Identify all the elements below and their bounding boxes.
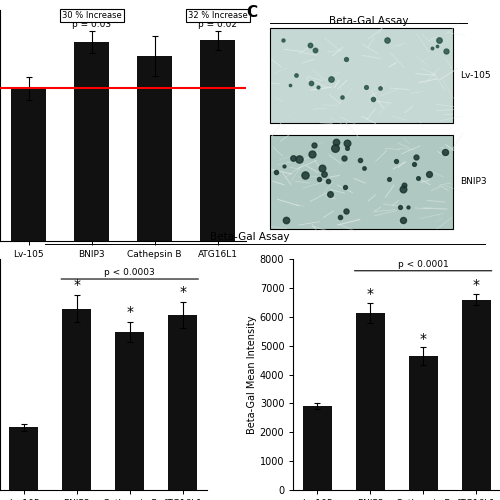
Bar: [62, 308, 92, 490]
Bar: [11, 88, 46, 241]
Bar: [115, 332, 144, 490]
Text: BNIP3: BNIP3: [460, 178, 487, 186]
Text: p < 0.0003: p < 0.0003: [104, 268, 155, 278]
Bar: [10, 428, 38, 490]
Bar: [168, 316, 197, 490]
Text: Beta-Gal Assay: Beta-Gal Assay: [329, 16, 408, 26]
Text: p = 0.03: p = 0.03: [72, 20, 111, 30]
Text: *: *: [366, 287, 374, 301]
Text: p = 0.02: p = 0.02: [198, 20, 237, 30]
Bar: [200, 40, 235, 241]
Bar: [270, 28, 453, 123]
Bar: [462, 300, 490, 490]
Bar: [356, 312, 385, 490]
Text: p < 0.0001: p < 0.0001: [398, 260, 448, 269]
Text: C: C: [246, 6, 258, 20]
Text: 30 % Increase: 30 % Increase: [62, 11, 122, 20]
Text: *: *: [179, 285, 186, 299]
Bar: [270, 134, 453, 229]
Text: Beta-Gal Assay: Beta-Gal Assay: [210, 232, 290, 242]
Text: Lv-105: Lv-105: [460, 72, 491, 80]
Bar: [74, 42, 109, 241]
Text: *: *: [472, 278, 480, 292]
Text: 32 % Increase: 32 % Increase: [188, 11, 248, 20]
Bar: [408, 356, 438, 490]
Y-axis label: Beta-Gal Mean Intensity: Beta-Gal Mean Intensity: [247, 316, 257, 434]
Text: *: *: [126, 304, 134, 318]
Text: *: *: [74, 278, 80, 292]
Text: *: *: [420, 332, 426, 346]
Bar: [138, 56, 172, 241]
Bar: [303, 406, 332, 490]
